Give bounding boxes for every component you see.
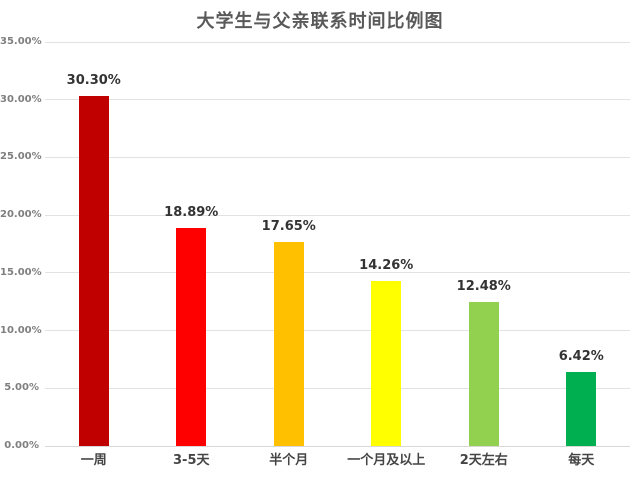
x-axis-category-label: 3-5天 — [173, 453, 210, 468]
bar-value-label: 6.42% — [558, 348, 604, 364]
y-axis-tick-label: 30.00% — [0, 93, 42, 105]
gridline-30 — [45, 99, 630, 101]
x-axis-category-label: 一周 — [80, 453, 107, 468]
bar-每天 — [566, 371, 597, 446]
bar-3-5天 — [176, 227, 207, 446]
y-axis-tick-label: 20.00% — [0, 209, 42, 221]
bar-value-label: 18.89% — [164, 204, 219, 220]
bar-value-label: 12.48% — [456, 278, 511, 294]
gridline-20 — [45, 214, 630, 216]
bar-一周 — [78, 96, 109, 446]
chart-title: 大学生与父亲联系时间比例图 — [196, 11, 444, 32]
y-axis-tick-label: 5.00% — [4, 382, 39, 394]
bar-value-label: 17.65% — [261, 219, 316, 235]
bar-半个月 — [273, 242, 304, 446]
gridline-5 — [45, 387, 630, 389]
bar-2天左右 — [468, 301, 499, 446]
x-axis-category-label: 2天左右 — [459, 453, 508, 468]
x-axis-category-label: 每天 — [568, 453, 595, 468]
bar-一个月及以上 — [371, 281, 402, 446]
gridline-0 — [45, 445, 630, 447]
y-axis-tick-label: 0.00% — [4, 440, 39, 451]
y-axis-tick-label: 10.00% — [0, 324, 42, 336]
gridline-35 — [45, 41, 630, 43]
y-axis-tick-label: 35.00% — [0, 36, 42, 47]
y-axis-tick-label: 15.00% — [0, 266, 42, 278]
gridline-15 — [45, 272, 630, 274]
bar-value-label: 30.30% — [66, 73, 121, 89]
gridline-25 — [45, 156, 630, 158]
gridline-10 — [45, 330, 630, 332]
y-axis-tick-label: 25.00% — [0, 151, 42, 163]
x-axis-category-label: 一个月及以上 — [347, 453, 426, 468]
bar-value-label: 14.26% — [359, 258, 414, 274]
x-axis-category-label: 半个月 — [269, 453, 309, 468]
